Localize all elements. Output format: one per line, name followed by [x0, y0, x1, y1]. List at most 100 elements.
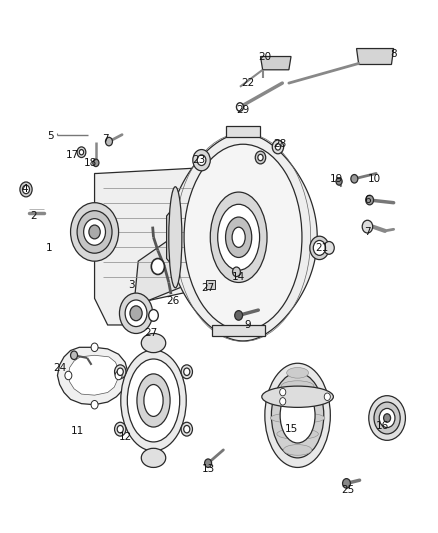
Circle shape [181, 422, 192, 436]
Circle shape [313, 240, 325, 255]
Circle shape [310, 236, 329, 260]
Circle shape [205, 459, 212, 467]
Circle shape [324, 393, 330, 400]
Circle shape [272, 140, 284, 154]
Circle shape [91, 343, 98, 352]
Circle shape [369, 395, 406, 440]
Text: 9: 9 [244, 320, 251, 330]
Circle shape [106, 138, 113, 146]
Ellipse shape [141, 448, 166, 467]
Circle shape [184, 368, 190, 375]
Ellipse shape [277, 429, 318, 439]
Polygon shape [212, 325, 265, 336]
Circle shape [149, 310, 158, 321]
Text: 27: 27 [145, 328, 158, 338]
Ellipse shape [280, 387, 315, 443]
Circle shape [71, 203, 119, 261]
Circle shape [117, 368, 123, 375]
Ellipse shape [169, 187, 182, 288]
Circle shape [130, 306, 142, 321]
Circle shape [125, 300, 147, 327]
Circle shape [151, 259, 164, 274]
Text: 29: 29 [237, 104, 250, 115]
Polygon shape [95, 168, 206, 325]
Circle shape [374, 402, 400, 434]
Ellipse shape [272, 373, 324, 458]
Text: 3: 3 [128, 280, 135, 290]
Ellipse shape [127, 359, 180, 442]
Circle shape [181, 365, 192, 378]
Circle shape [280, 389, 286, 396]
Circle shape [193, 150, 210, 171]
Ellipse shape [184, 144, 302, 330]
Ellipse shape [275, 397, 321, 407]
Polygon shape [261, 56, 291, 70]
Text: 22: 22 [241, 78, 254, 88]
Ellipse shape [262, 386, 333, 407]
Circle shape [379, 408, 395, 427]
Circle shape [384, 414, 391, 422]
Ellipse shape [144, 384, 163, 416]
Text: 1: 1 [46, 243, 52, 253]
Text: 4: 4 [21, 184, 28, 195]
Polygon shape [169, 134, 317, 341]
Ellipse shape [141, 334, 166, 353]
Ellipse shape [281, 381, 314, 391]
Circle shape [258, 155, 263, 161]
Ellipse shape [265, 364, 330, 467]
Text: 11: 11 [71, 426, 84, 437]
Ellipse shape [287, 368, 308, 378]
Text: 15: 15 [284, 424, 298, 434]
Circle shape [351, 174, 358, 183]
Text: 20: 20 [258, 52, 272, 61]
Circle shape [115, 422, 126, 436]
Ellipse shape [210, 192, 267, 282]
Ellipse shape [121, 350, 186, 451]
Text: 10: 10 [367, 174, 381, 184]
Text: 14: 14 [232, 272, 245, 282]
Circle shape [71, 351, 78, 360]
Circle shape [115, 371, 122, 379]
Circle shape [233, 267, 240, 277]
Text: 2: 2 [30, 211, 37, 221]
Text: 28: 28 [273, 139, 287, 149]
Ellipse shape [226, 217, 252, 257]
Circle shape [77, 147, 86, 158]
Polygon shape [166, 205, 175, 269]
Circle shape [184, 425, 190, 433]
Circle shape [115, 365, 126, 378]
Circle shape [77, 211, 112, 253]
Polygon shape [226, 126, 261, 138]
Circle shape [20, 182, 32, 197]
Ellipse shape [232, 227, 245, 247]
Circle shape [197, 155, 206, 165]
Ellipse shape [283, 445, 312, 455]
Text: 12: 12 [119, 432, 132, 442]
Circle shape [65, 371, 72, 379]
Circle shape [79, 150, 84, 155]
Polygon shape [68, 356, 119, 395]
Text: 24: 24 [53, 362, 66, 373]
Circle shape [22, 185, 29, 193]
Circle shape [255, 151, 266, 164]
Text: 27: 27 [201, 283, 215, 293]
Circle shape [343, 479, 350, 488]
Circle shape [84, 219, 106, 245]
Polygon shape [57, 348, 127, 405]
Text: 7: 7 [364, 227, 371, 237]
Circle shape [120, 293, 152, 334]
Text: 25: 25 [341, 485, 354, 495]
Text: 5: 5 [48, 131, 54, 141]
Text: 21: 21 [315, 243, 328, 253]
Circle shape [324, 241, 334, 254]
Text: 18: 18 [84, 158, 97, 168]
Text: 7: 7 [102, 134, 109, 144]
Circle shape [366, 195, 374, 205]
Ellipse shape [218, 204, 260, 270]
Text: 26: 26 [166, 296, 180, 306]
Text: 16: 16 [376, 421, 389, 431]
Ellipse shape [270, 413, 325, 423]
Polygon shape [206, 280, 215, 289]
Text: 13: 13 [201, 464, 215, 473]
Circle shape [336, 177, 342, 185]
